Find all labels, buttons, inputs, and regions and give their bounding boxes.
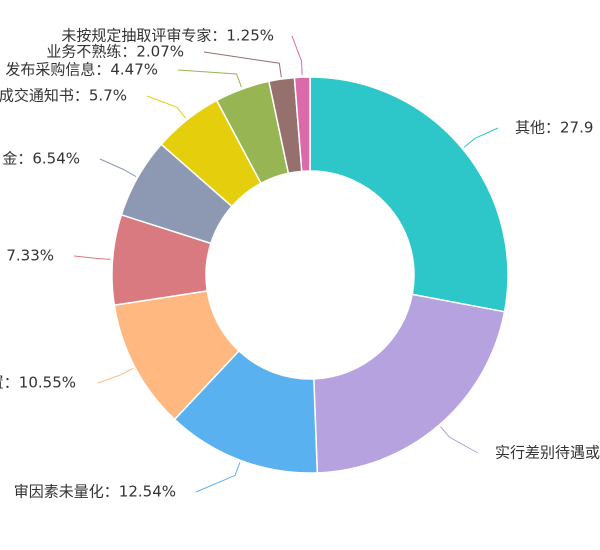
slice-label-8: 发布采购信息：4.47% xyxy=(5,61,158,79)
leader-line-5 xyxy=(73,255,111,260)
leader-line-7 xyxy=(146,95,187,119)
leader-line-4 xyxy=(97,367,134,384)
leader-line-9 xyxy=(203,51,282,78)
slice-2[interactable] xyxy=(313,293,506,474)
slice-label-7: 成交通知书：5.7% xyxy=(0,87,127,105)
leader-line-3 xyxy=(195,462,241,493)
leader-line-10 xyxy=(291,35,303,76)
slice-label-6: 金：6.54% xyxy=(2,150,80,168)
leader-line-6 xyxy=(99,158,137,177)
slice-10[interactable] xyxy=(293,76,311,173)
slice-label-10: 未按规定抽取评审专家：1.25% xyxy=(61,27,274,45)
slice-1[interactable] xyxy=(309,76,509,313)
slice-label-9: 业务不熟练：2.07% xyxy=(46,43,184,61)
slice-label-5: 7.33% xyxy=(6,247,54,265)
slice-label-1: 其他：27.9 xyxy=(515,119,593,137)
slices-group xyxy=(111,76,509,474)
slice-label-4: 置：10.55% xyxy=(0,374,76,392)
slice-label-2: 实行差别待遇或 xyxy=(495,444,600,462)
slice-label-3: 审因素未量化：12.54% xyxy=(14,483,176,501)
leader-line-2 xyxy=(440,426,479,454)
leader-line-1 xyxy=(463,127,499,148)
leader-line-8 xyxy=(177,69,242,88)
